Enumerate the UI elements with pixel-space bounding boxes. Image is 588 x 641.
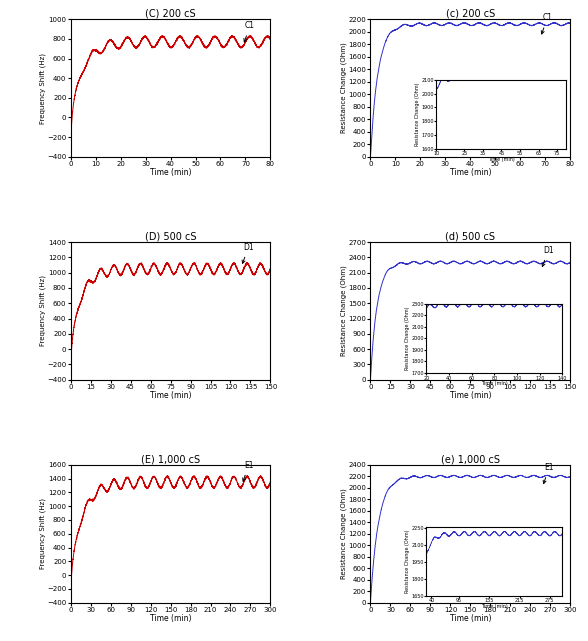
- Y-axis label: Resistance Change (Ohm): Resistance Change (Ohm): [340, 265, 347, 356]
- Y-axis label: Frequency Shift (Hz): Frequency Shift (Hz): [39, 53, 46, 124]
- Y-axis label: Frequency Shift (Hz): Frequency Shift (Hz): [39, 276, 46, 346]
- Title: (e) 1,000 cS: (e) 1,000 cS: [441, 454, 500, 464]
- Title: (c) 200 cS: (c) 200 cS: [446, 8, 495, 19]
- X-axis label: Time (min): Time (min): [150, 391, 191, 400]
- Title: (D) 500 cS: (D) 500 cS: [145, 231, 196, 241]
- Title: (C) 200 cS: (C) 200 cS: [145, 8, 196, 19]
- Text: C1: C1: [542, 13, 552, 34]
- Text: C1: C1: [244, 21, 255, 42]
- X-axis label: Time (min): Time (min): [450, 169, 491, 178]
- Y-axis label: Resistance Change (Ohm): Resistance Change (Ohm): [340, 488, 347, 579]
- X-axis label: Time (min): Time (min): [450, 391, 491, 400]
- X-axis label: Time (min): Time (min): [150, 614, 191, 623]
- Y-axis label: Resistance Change (Ohm): Resistance Change (Ohm): [340, 43, 347, 133]
- X-axis label: Time (min): Time (min): [150, 169, 191, 178]
- Text: E1: E1: [543, 463, 554, 483]
- Text: D1: D1: [542, 246, 554, 267]
- Text: D1: D1: [242, 243, 254, 263]
- Title: (E) 1,000 cS: (E) 1,000 cS: [141, 454, 200, 464]
- Text: E1: E1: [243, 461, 253, 481]
- X-axis label: Time (min): Time (min): [450, 614, 491, 623]
- Y-axis label: Frequency Shift (Hz): Frequency Shift (Hz): [39, 498, 46, 569]
- Title: (d) 500 cS: (d) 500 cS: [445, 231, 496, 241]
